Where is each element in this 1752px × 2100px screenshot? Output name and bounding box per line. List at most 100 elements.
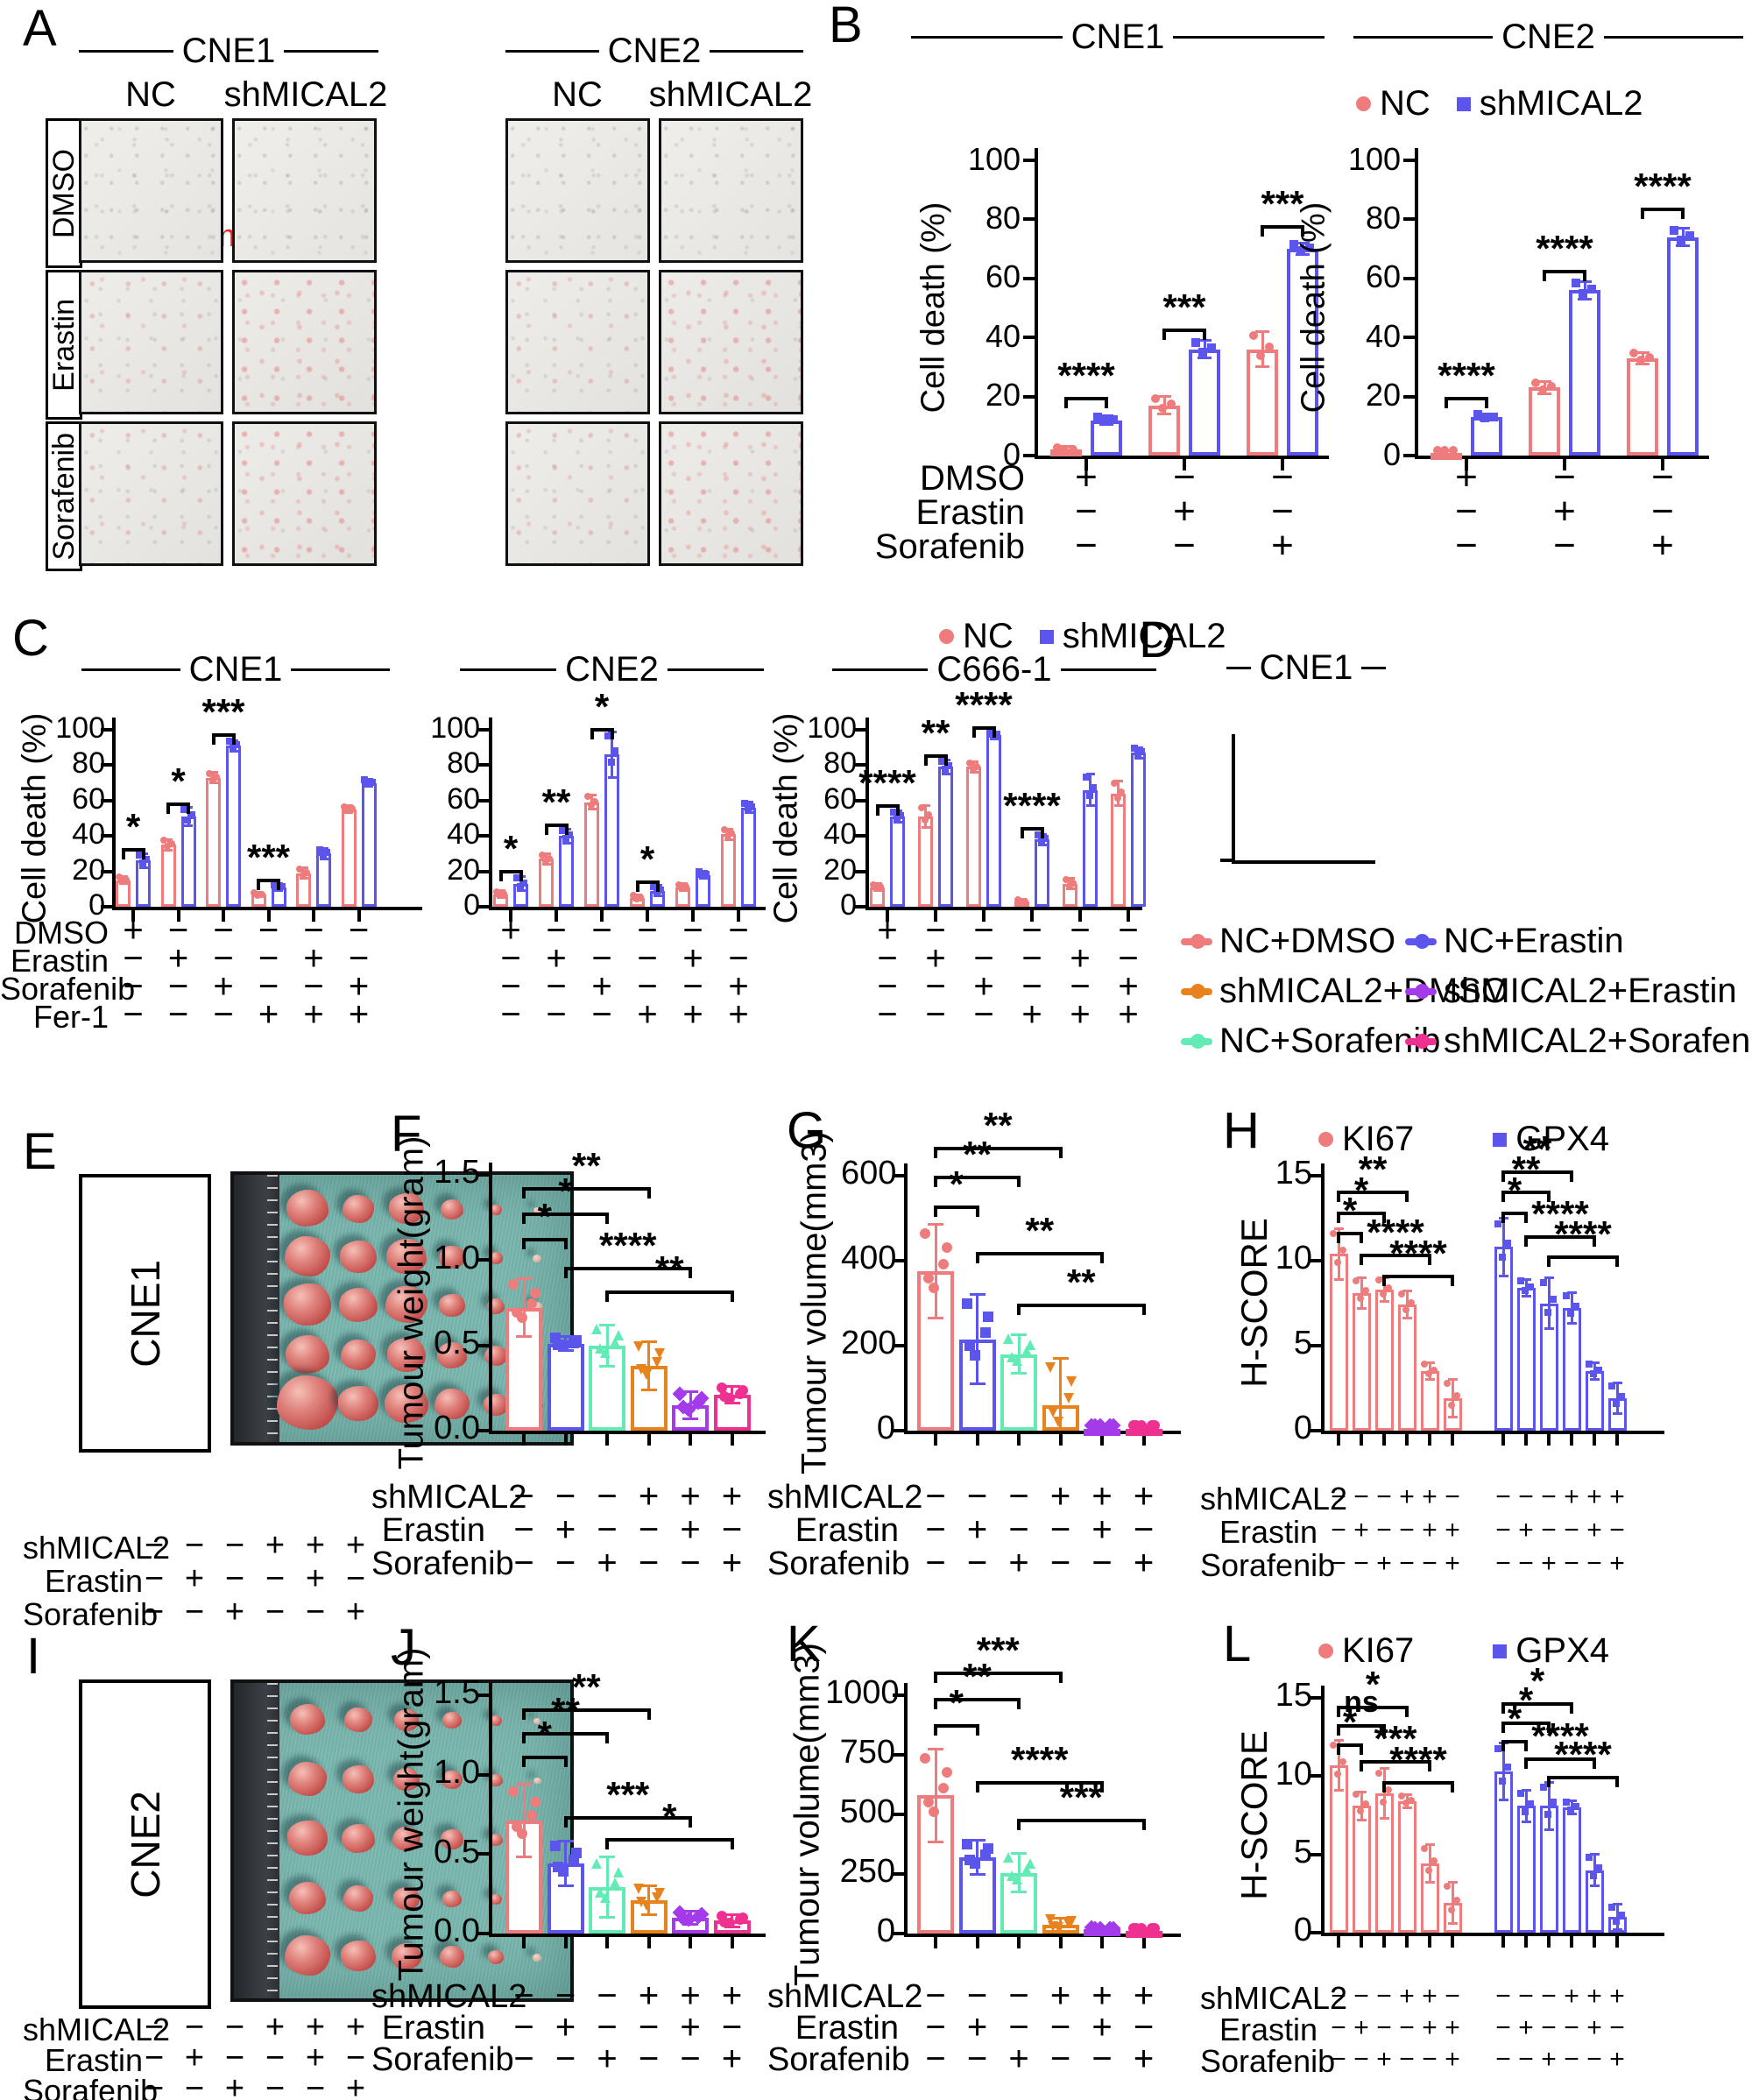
y-tick-label: 100: [967, 140, 1021, 177]
sig-label: ****: [1367, 1212, 1424, 1254]
data-point: [1544, 1308, 1551, 1316]
error-cap: [928, 1840, 943, 1843]
legend-label: shMICAL2: [1479, 84, 1643, 123]
sig-bracket-tick: [1428, 1760, 1431, 1772]
y-axis: [1321, 1163, 1325, 1432]
tumor: [439, 1294, 465, 1318]
x-tick: [1360, 1936, 1363, 1948]
error-cap: [208, 770, 218, 774]
matrix-sign: −: [1049, 2007, 1071, 2047]
chart-title: CNE1: [1070, 17, 1165, 56]
y-axis-label: Cell death (%): [915, 202, 952, 414]
bar: [1627, 357, 1658, 456]
matrix-sign: −: [1495, 1482, 1511, 1512]
x-tick: [1593, 1434, 1596, 1446]
tumor: [386, 1239, 427, 1275]
matrix-label: Erastin: [10, 942, 109, 979]
y-tick-label: 60: [1365, 258, 1401, 295]
data-point: [1503, 1239, 1511, 1247]
matrix-label: Sorafenib: [1200, 1546, 1336, 1583]
x-tick: [1405, 1434, 1409, 1446]
matrix-sign: −: [1455, 523, 1478, 567]
error-cap: [724, 827, 733, 831]
shmical2-dmso-line-icon: [1181, 983, 1212, 999]
matrix-sign: +: [1518, 2013, 1534, 2043]
matrix-label: shMICAL2: [23, 1529, 171, 1566]
data-point: [571, 1847, 583, 1858]
data-point: [553, 1339, 564, 1350]
sig-bracket-tick: [934, 1697, 937, 1709]
matrix-sign: −: [1376, 2013, 1392, 2043]
matrix-sign: −: [637, 910, 658, 950]
panel-label-h: H: [1223, 1102, 1260, 1159]
error-bar: [1451, 1882, 1454, 1924]
error-cap: [1676, 227, 1690, 230]
micrograph-cne2-shmical2-erastin: [659, 270, 803, 414]
sig-label: ****: [1531, 1192, 1589, 1234]
x-axis: [489, 907, 766, 910]
matrix-sign: −: [123, 966, 144, 1006]
error-cap: [1447, 1921, 1458, 1925]
data-point: [526, 1297, 538, 1309]
matrix-sign: −: [1376, 1482, 1392, 1512]
data-point: [610, 1877, 621, 1889]
matrix-sign: +: [1564, 1982, 1579, 2012]
sig-bracket-tick: [730, 1290, 734, 1303]
sig-bracket: [605, 1838, 734, 1842]
x-tick: [646, 1434, 651, 1446]
error-bar: [1501, 1218, 1505, 1276]
tumor: [484, 1394, 508, 1416]
sig-bracket-tick: [231, 733, 236, 746]
data-point: [969, 765, 977, 773]
data-point: [1540, 1279, 1548, 1287]
matrix-sign: +: [345, 2069, 366, 2100]
data-point: [1375, 1770, 1383, 1778]
data-point: [258, 890, 265, 898]
y-tick-label: 20: [985, 377, 1021, 414]
sig-bracket-tick: [1040, 827, 1044, 839]
error-cap: [1521, 1277, 1531, 1281]
y-axis: [904, 1683, 908, 1935]
legend-nc-shmical2: NC shMICAL2: [1356, 84, 1643, 124]
error-bar: [1261, 331, 1264, 367]
y-tick-label: 20: [72, 852, 105, 887]
data-point: [1149, 1923, 1161, 1934]
data-point: [922, 1273, 934, 1284]
error-cap: [1379, 1817, 1389, 1821]
matrix-sign: +: [184, 1559, 205, 1597]
x-tick: [1524, 1936, 1528, 1948]
micrograph-cne1-shmical2-sorafenib: [232, 421, 377, 566]
data-point: [1379, 1290, 1387, 1297]
matrix-sign: −: [123, 994, 144, 1034]
legend-nc-shmical2: NC shMICAL2: [939, 617, 1226, 656]
error-cap: [1676, 244, 1690, 248]
sig-bracket-tick: [635, 880, 639, 892]
data-point: [508, 1279, 519, 1290]
matrix-sign: +: [1609, 1549, 1625, 1579]
y-tick: [1310, 1931, 1323, 1934]
bar: [630, 1366, 668, 1431]
y-axis: [904, 1163, 908, 1432]
tumor: [533, 1777, 541, 1785]
sig-label: **: [1066, 1261, 1096, 1303]
matrix-sign: +: [682, 938, 703, 978]
data-point: [964, 1854, 976, 1865]
chart-title: C666-1: [936, 649, 1052, 689]
data-point: [123, 876, 131, 884]
sig-bracket-tick: [1141, 1819, 1146, 1831]
bar: [361, 782, 377, 907]
matrix-sign: +: [1586, 2013, 1602, 2043]
sig-label: **: [541, 781, 571, 824]
tumor: [394, 1709, 419, 1731]
error-cap: [928, 1747, 943, 1750]
matrix-sign: +: [1609, 1482, 1625, 1512]
matrix-sign: +: [1541, 1549, 1557, 1579]
data-point: [941, 766, 949, 774]
data-point: [1082, 774, 1090, 781]
data-point: [1421, 1845, 1429, 1853]
data-point: [526, 1809, 538, 1821]
data-point: [583, 793, 591, 801]
data-point: [928, 1282, 939, 1293]
matrix-label: Erastin: [44, 1562, 143, 1599]
matrix-sign: +: [345, 1526, 366, 1564]
